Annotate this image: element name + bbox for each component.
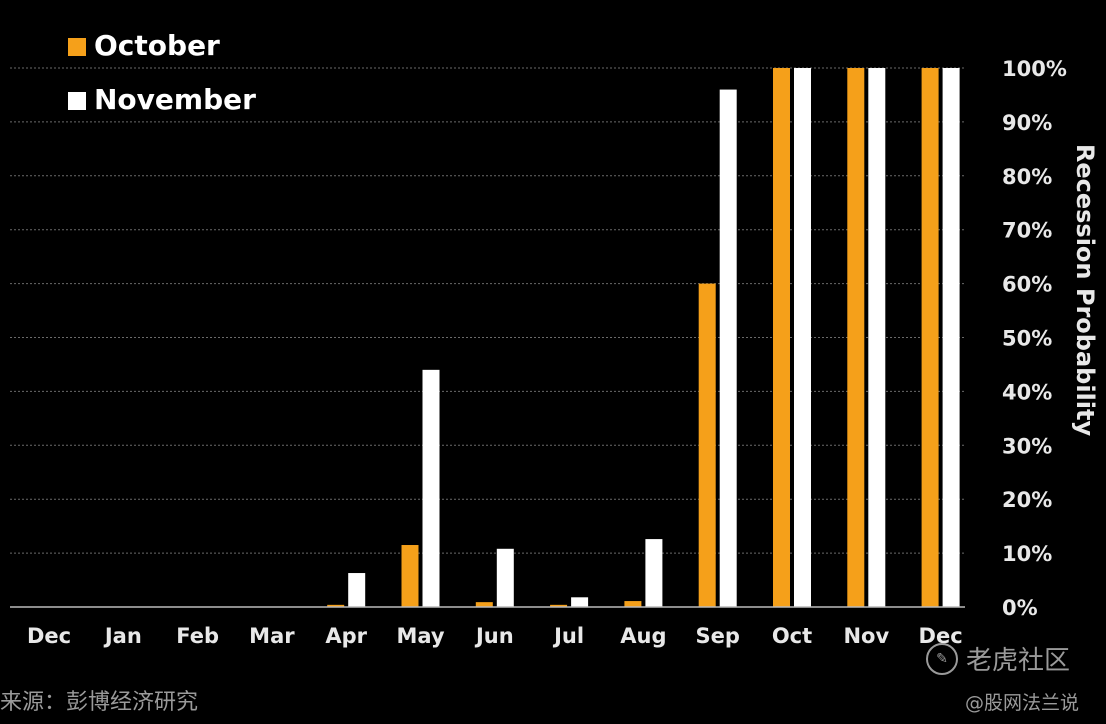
- y-tick-label: 50%: [1002, 327, 1052, 351]
- legend-label: November: [94, 83, 256, 116]
- bar-november: [645, 539, 663, 607]
- y-tick-label: 0%: [1002, 596, 1038, 620]
- x-tick-label: Oct: [772, 624, 812, 648]
- x-tick-label: Dec: [27, 624, 71, 648]
- bar-november: [348, 573, 366, 607]
- x-tick-label: Mar: [249, 624, 295, 648]
- y-tick-label: 60%: [1002, 273, 1052, 297]
- bar-october: [475, 602, 493, 607]
- bar-october: [921, 68, 939, 607]
- source-note: 来源：彭博经济研究: [0, 690, 199, 715]
- bar-november: [868, 68, 886, 607]
- bar-november: [942, 68, 960, 607]
- x-tick-label: Nov: [843, 624, 889, 648]
- watermark: ✎ 老虎社区: [926, 640, 1070, 677]
- bars: [327, 68, 960, 607]
- tiger-logo-icon: ✎: [926, 642, 958, 675]
- y-tick-label: 10%: [1002, 542, 1052, 566]
- legend-swatch: [68, 38, 86, 56]
- y-tick-label: 90%: [1002, 111, 1052, 135]
- x-tick-label: Sep: [695, 624, 739, 648]
- x-tick-label: May: [396, 624, 444, 648]
- bar-october: [698, 283, 716, 607]
- bar-november: [496, 548, 514, 607]
- x-tick-labels: Dec Jan Feb Mar Apr May Jun Jul Aug Sep Oct Nov Dec: [27, 624, 963, 648]
- x-tick-label: Feb: [176, 624, 219, 648]
- legend: October November: [68, 29, 256, 116]
- bar-november: [571, 597, 589, 607]
- bar-october: [773, 68, 790, 607]
- x-tick-label: Aug: [620, 624, 666, 648]
- legend-label: October: [94, 29, 220, 62]
- bar-november: [422, 369, 440, 607]
- y-tick-labels: 0% 10% 20% 30% 40% 50% 60% 70% 80% 90% 100%: [1002, 57, 1067, 620]
- gridlines: [10, 67, 965, 554]
- x-tick-label: Jan: [103, 624, 142, 648]
- bar-october: [624, 601, 642, 607]
- bar-october: [327, 604, 345, 607]
- x-tick-label: Jun: [474, 624, 514, 648]
- y-tick-label: 100%: [1002, 57, 1067, 81]
- legend-swatch: [68, 92, 86, 110]
- bar-october: [401, 545, 419, 607]
- y-tick-label: 30%: [1002, 434, 1052, 458]
- bar-november: [719, 89, 737, 607]
- bar-october: [847, 68, 865, 607]
- watermark-text: 老虎社区: [966, 646, 1071, 676]
- x-tick-label: Apr: [325, 624, 367, 648]
- bar-november: [794, 68, 811, 607]
- y-tick-label: 40%: [1002, 380, 1052, 404]
- y-tick-label: 80%: [1002, 165, 1052, 189]
- watermark-handle: @股网法兰说: [965, 692, 1080, 714]
- x-tick-label: Jul: [552, 624, 584, 648]
- bar-october: [550, 604, 568, 607]
- y-tick-label: 70%: [1002, 219, 1052, 243]
- y-axis-label: Recession Probability: [1071, 144, 1099, 437]
- y-tick-label: 20%: [1002, 488, 1052, 512]
